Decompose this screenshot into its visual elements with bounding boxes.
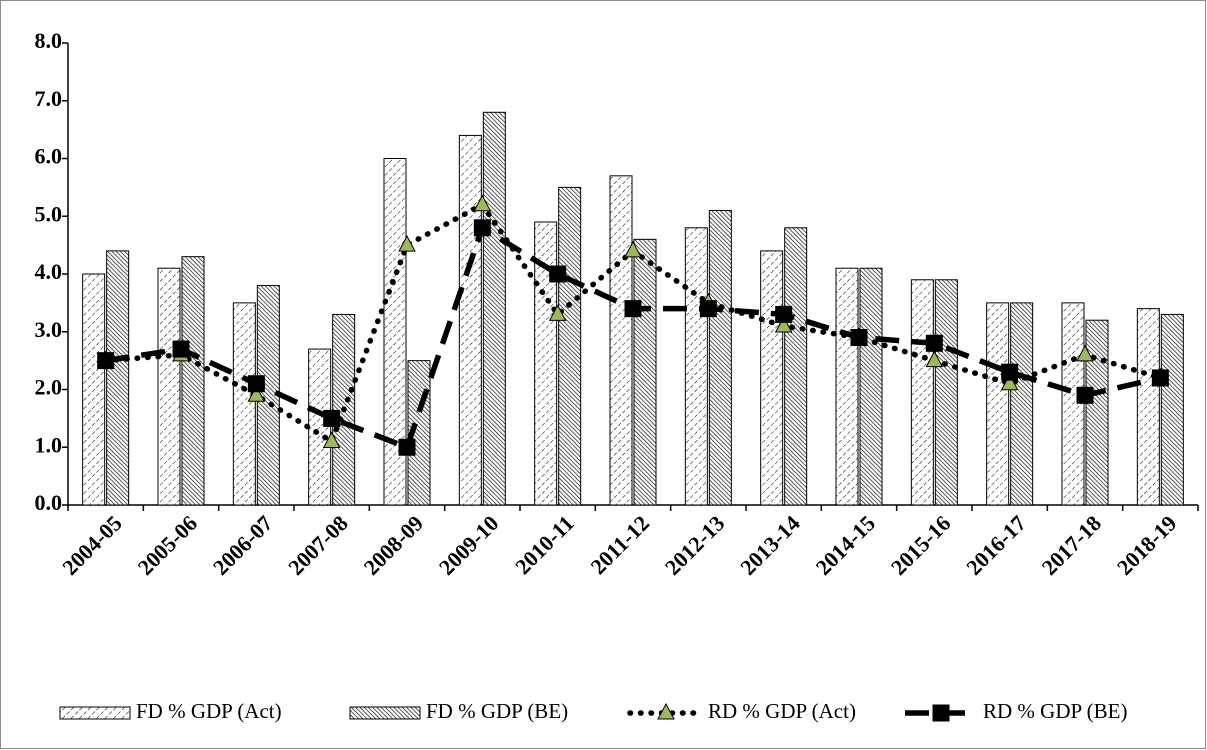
legend-item: FD % GDP (Act) — [59, 699, 282, 723]
bar — [482, 111, 506, 506]
legend-label: FD % GDP (Act) — [136, 699, 282, 723]
marker — [322, 431, 341, 448]
marker — [548, 304, 567, 321]
marker — [850, 329, 868, 347]
bar — [82, 273, 106, 506]
marker — [323, 409, 341, 427]
marker — [1000, 373, 1019, 391]
bar — [383, 158, 407, 506]
legend-item: FD % GDP (BE) — [349, 699, 568, 723]
bar — [784, 227, 808, 506]
marker — [473, 219, 491, 237]
marker — [774, 315, 793, 333]
marker — [398, 438, 416, 456]
bar — [835, 267, 859, 506]
bar — [633, 238, 657, 506]
marker — [925, 334, 943, 352]
marker — [172, 340, 190, 358]
marker — [247, 375, 265, 393]
bar — [684, 227, 708, 506]
bar — [1061, 302, 1085, 506]
bar — [760, 250, 784, 506]
bar — [859, 267, 883, 506]
bar — [986, 302, 1010, 506]
legend-label: RD % GDP (Act) — [708, 699, 856, 723]
marker — [97, 352, 115, 370]
marker — [775, 305, 793, 323]
marker — [657, 702, 675, 720]
y-tick-label: 5.0 — [35, 201, 63, 226]
marker — [624, 240, 642, 258]
bar — [458, 134, 482, 506]
bar — [106, 250, 130, 506]
bar — [609, 175, 633, 506]
marker — [925, 350, 944, 368]
bar — [232, 302, 256, 506]
bar — [1136, 308, 1160, 506]
marker — [549, 265, 567, 283]
marker — [1151, 369, 1169, 387]
y-tick-label: 4.0 — [35, 259, 63, 284]
legend-label: FD % GDP (BE) — [426, 699, 568, 723]
legend-swatch — [349, 706, 421, 720]
bar — [157, 267, 181, 506]
y-tick-label: 1.0 — [35, 432, 63, 457]
bar — [181, 256, 205, 506]
marker — [624, 300, 642, 318]
marker — [473, 194, 492, 212]
bar — [1010, 302, 1034, 506]
y-tick-label: 7.0 — [35, 86, 63, 111]
bar — [910, 279, 934, 506]
marker — [1076, 386, 1094, 404]
bar — [1160, 313, 1184, 506]
y-tick-label: 8.0 — [35, 28, 63, 53]
bar — [308, 348, 332, 506]
y-tick-label: 2.0 — [35, 375, 63, 400]
legend-item: RD % GDP (BE) — [905, 699, 1127, 723]
y-tick-label: 6.0 — [35, 144, 63, 169]
legend-label: RD % GDP (BE) — [983, 699, 1127, 723]
y-tick-label: 3.0 — [35, 317, 63, 342]
marker — [247, 385, 266, 402]
marker — [932, 704, 950, 722]
marker — [1001, 363, 1019, 381]
marker — [398, 235, 416, 252]
bar — [708, 209, 732, 506]
legend-item: RD % GDP (Act) — [627, 699, 856, 723]
marker — [699, 300, 717, 318]
bar — [558, 186, 582, 506]
bar — [934, 279, 958, 506]
legend-swatch — [59, 706, 131, 720]
marker — [1076, 344, 1094, 362]
bar — [1085, 319, 1109, 506]
y-tick-label: 0.0 — [35, 490, 63, 515]
